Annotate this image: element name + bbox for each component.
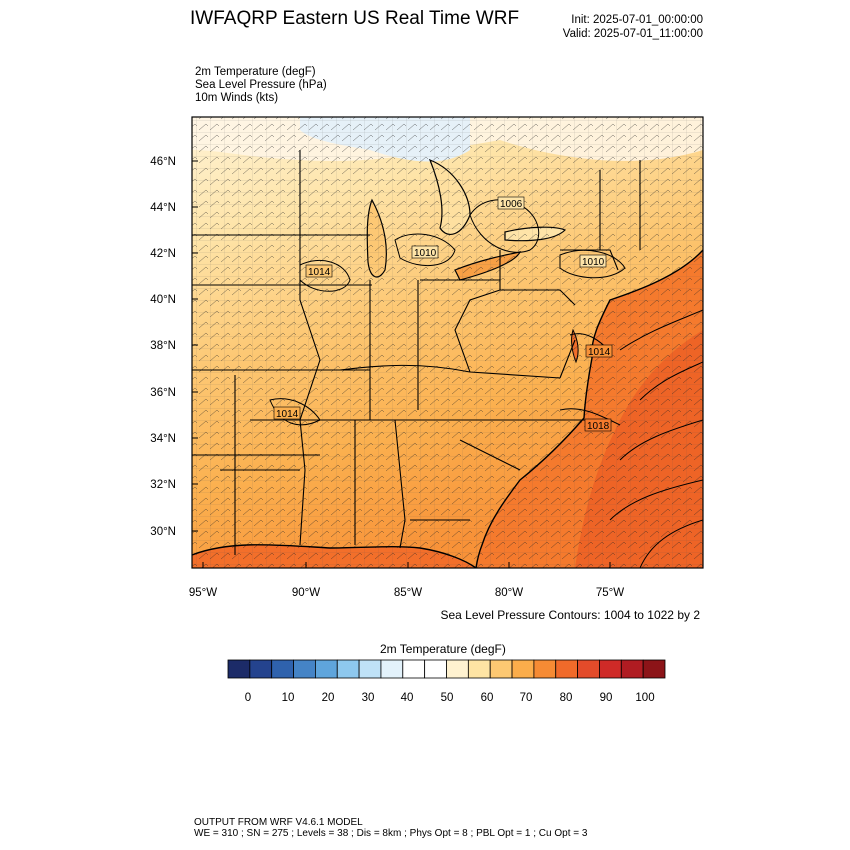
lat-label: 38°N (150, 340, 176, 352)
pressure-label: 1006 (500, 199, 523, 210)
lat-label: 34°N (150, 433, 176, 445)
gulf-coastline (192, 544, 477, 568)
colorbar-tick-label: 10 (282, 692, 295, 704)
colorbar-tick-label: 20 (322, 692, 335, 704)
lat-label: 30°N (150, 526, 176, 538)
lon-label: 85°W (394, 587, 422, 599)
lat-label: 32°N (150, 479, 176, 491)
colorbar-tick-label: 100 (635, 692, 654, 704)
colorbar-swatch (599, 659, 622, 679)
lon-label: 95°W (189, 587, 217, 599)
field-winds-label: 10m Winds (kts) (195, 92, 279, 104)
temperature-colorbar (227, 659, 666, 679)
colorbar-tick-label: 80 (560, 692, 573, 704)
colorbar-swatch (358, 659, 382, 679)
colorbar-tick-label: 70 (520, 692, 533, 704)
page-title: IWFAQRP Eastern US Real Time WRF (190, 8, 520, 29)
colorbar-swatch (336, 659, 360, 679)
colorbar-swatch (489, 659, 513, 679)
colorbar-swatch (533, 659, 557, 679)
pressure-label: 1014 (308, 267, 331, 278)
field-pressure-label: Sea Level Pressure (hPa) (195, 79, 327, 91)
lat-label: 40°N (150, 294, 176, 306)
colorbar-swatch (227, 659, 251, 679)
map-frame (191, 116, 704, 569)
state-borders (192, 150, 641, 555)
colorbar-title: 2m Temperature (degF) (380, 642, 506, 656)
colorbar-swatch (642, 659, 666, 679)
colorbar-swatch (380, 659, 404, 679)
pressure-label: 1018 (587, 421, 610, 432)
wind-barbs (192, 117, 703, 568)
colorbar-tick-label: 30 (362, 692, 375, 704)
colorbar-swatch (555, 659, 579, 679)
pressure-label: 1014 (276, 409, 299, 420)
colorbar-swatch (249, 659, 273, 679)
colorbar-tick-label: 90 (600, 692, 613, 704)
lon-label: 80°W (495, 587, 523, 599)
east-coastline (475, 249, 703, 568)
colorbar-tick-label: 40 (401, 692, 414, 704)
lat-label: 42°N (150, 248, 176, 260)
pressure-label: 1010 (582, 257, 605, 268)
colorbar-tick-label: 60 (481, 692, 494, 704)
colorbar-tick-label: 50 (441, 692, 454, 704)
colorbar-swatch (620, 659, 644, 679)
footer-model: OUTPUT FROM WRF V4.6.1 MODEL (194, 817, 363, 828)
colorbar-swatch (402, 659, 426, 679)
colorbar-swatch (271, 659, 294, 679)
colorbar-swatch (293, 659, 316, 679)
lon-label: 75°W (596, 587, 624, 599)
lon-label: 90°W (292, 587, 320, 599)
lon-ticks (202, 562, 611, 568)
valid-time: Valid: 2025-07-01_11:00:00 (562, 28, 703, 40)
lat-label: 44°N (150, 202, 176, 214)
pressure-labels: 1006 1010 1014 1010 1014 1014 1018 (273, 196, 613, 432)
field-temperature-label: 2m Temperature (degF) (195, 66, 316, 78)
pressure-label: 1010 (414, 248, 437, 259)
lat-label: 36°N (150, 387, 176, 399)
colorbar-swatch (424, 659, 447, 679)
colorbar-ticks: 0 10 20 30 40 50 60 70 80 90 100 (245, 692, 655, 704)
colorbar-swatch (314, 659, 338, 679)
colorbar-swatch (467, 659, 491, 679)
colorbar-swatch (446, 659, 469, 679)
pressure-label: 1014 (588, 347, 611, 358)
init-time: Init: 2025-07-01_00:00:00 (571, 14, 703, 26)
footer-options: WE = 310 ; SN = 275 ; Levels = 38 ; Dis … (194, 828, 588, 839)
lat-label: 46°N (150, 156, 176, 168)
colorbar-tick-label: 0 (245, 692, 251, 704)
contour-note: Sea Level Pressure Contours: 1004 to 102… (440, 608, 701, 622)
colorbar-swatch (511, 659, 535, 679)
colorbar-swatch (577, 659, 600, 679)
lat-ticks (192, 160, 198, 532)
